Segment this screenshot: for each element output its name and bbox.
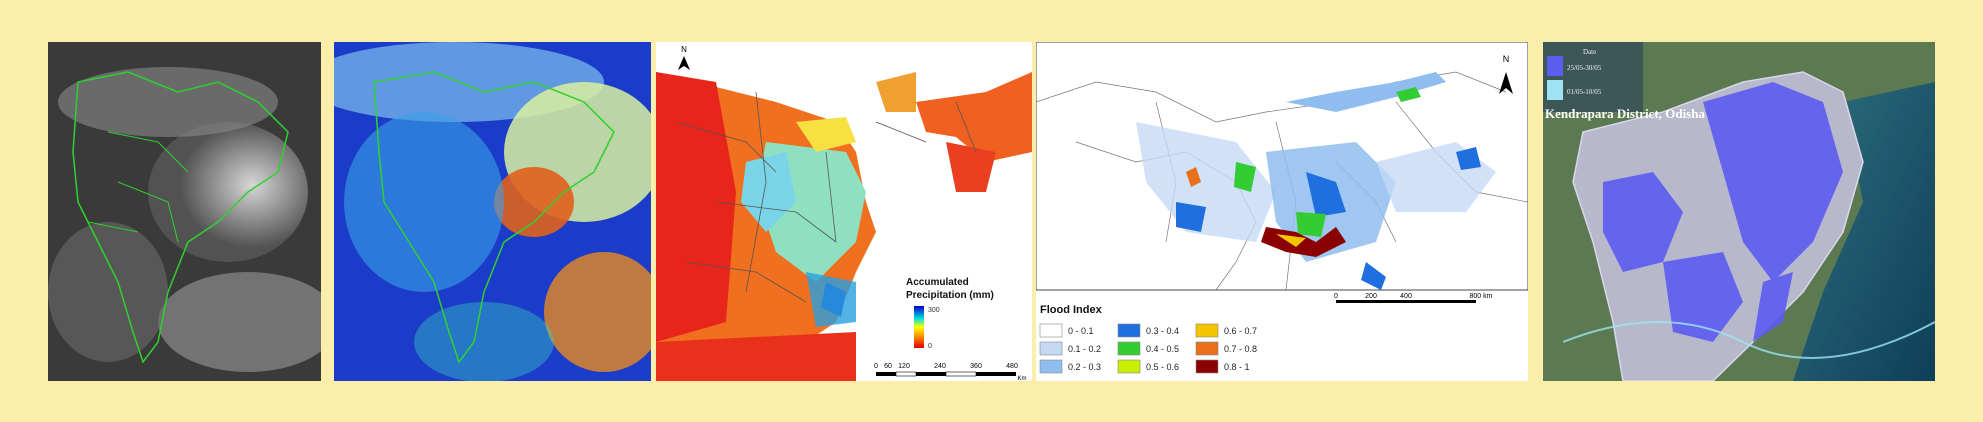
- svg-text:25/05-30/05: 25/05-30/05: [1567, 64, 1602, 72]
- map-title: Kendrapara District, Odisha: [1545, 106, 1705, 121]
- svg-text:01/05-10/05: 01/05-10/05: [1567, 88, 1602, 96]
- svg-text:800 km: 800 km: [1470, 293, 1493, 300]
- svg-text:0.7 - 0.8: 0.7 - 0.8: [1224, 344, 1257, 354]
- date-legend-item: 25/05-30/05: [1547, 56, 1602, 76]
- svg-text:240: 240: [934, 363, 946, 370]
- flood-legend-item: 0.6 - 0.7: [1195, 323, 1257, 338]
- svg-text:0.5 - 0.6: 0.5 - 0.6: [1146, 362, 1179, 372]
- flood-legend-item: 0.4 - 0.5: [1117, 341, 1179, 356]
- flood-legend-item: 0.3 - 0.4: [1117, 323, 1179, 338]
- svg-text:0.2 - 0.3: 0.2 - 0.3: [1068, 362, 1101, 372]
- flood-legend-item: 0.5 - 0.6: [1117, 359, 1179, 374]
- flood-legend-title: Flood Index: [1040, 304, 1103, 316]
- svg-text:0: 0: [874, 363, 878, 370]
- svg-text:0.6 - 0.7: 0.6 - 0.7: [1224, 326, 1257, 336]
- svg-text:N: N: [681, 45, 687, 54]
- scale-bar: 0 200 400 800 km: [1334, 293, 1493, 303]
- north-arrow-icon: N: [678, 45, 690, 70]
- date-legend-item: 01/05-10/05: [1547, 80, 1602, 100]
- flood-legend-item: 0.2 - 0.3: [1039, 359, 1101, 374]
- svg-text:0: 0: [1334, 293, 1338, 300]
- svg-text:0 - 0.1: 0 - 0.1: [1068, 326, 1094, 336]
- svg-text:120: 120: [898, 363, 910, 370]
- svg-text:0.1 - 0.2: 0.1 - 0.2: [1068, 344, 1101, 354]
- satellite-grayscale-map: [48, 42, 321, 381]
- svg-text:Km: Km: [1018, 376, 1027, 381]
- kendrapara-inundation-map: Date 25/05-30/05 01/05-10/05 Kendrapara …: [1543, 42, 1935, 381]
- north-arrow-icon: N: [1499, 54, 1513, 94]
- precip-legend-min: 0: [928, 343, 932, 350]
- flood-legend-item: 0.8 - 1: [1195, 359, 1250, 374]
- svg-text:N: N: [1503, 54, 1510, 64]
- flood-index-map: N 0 200 400 800 km Flood Index 0 - 0.1 0…: [1036, 42, 1528, 381]
- svg-text:60: 60: [884, 363, 892, 370]
- precip-legend-max: 300: [928, 307, 940, 314]
- svg-text:0.8 - 1: 0.8 - 1: [1224, 362, 1250, 372]
- svg-text:480: 480: [1006, 363, 1018, 370]
- svg-text:0.3 - 0.4: 0.3 - 0.4: [1146, 326, 1179, 336]
- satellite-false-color-map: [334, 42, 651, 381]
- scale-bar: 0 60 120 240 360 480 Km: [874, 363, 1026, 381]
- flood-legend-item: 0 - 0.1: [1039, 323, 1094, 338]
- precip-colorbar: [914, 306, 924, 348]
- svg-text:360: 360: [970, 363, 982, 370]
- svg-text:400: 400: [1400, 293, 1412, 300]
- precipitation-map: N Accumulated Precipitation (mm) 300 0 0…: [656, 42, 1032, 381]
- flood-legend-item: 0.1 - 0.2: [1039, 341, 1101, 356]
- precip-legend-title: Accumulated: [906, 277, 969, 288]
- precip-legend-subtitle: Precipitation (mm): [906, 290, 994, 301]
- flood-legend-item: 0.7 - 0.8: [1195, 341, 1257, 356]
- svg-text:200: 200: [1365, 293, 1377, 300]
- svg-text:0.4 - 0.5: 0.4 - 0.5: [1146, 344, 1179, 354]
- date-legend-header: Date: [1583, 48, 1596, 56]
